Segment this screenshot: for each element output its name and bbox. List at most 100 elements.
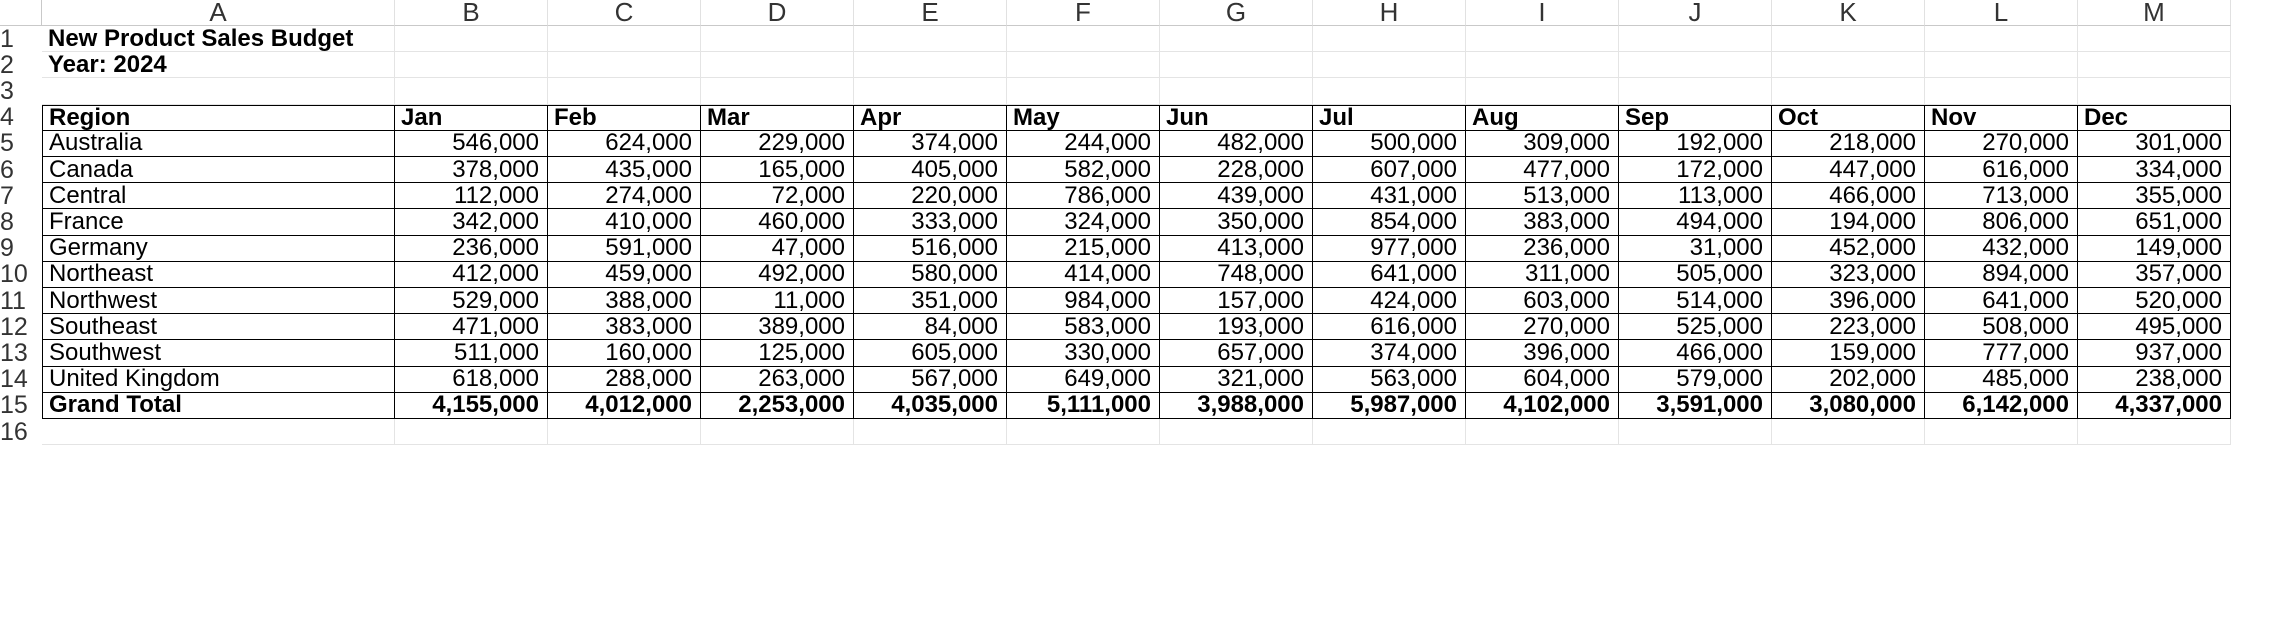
grand-total-cell[interactable]: 3,591,000 bbox=[1619, 392, 1772, 419]
value-cell[interactable]: 579,000 bbox=[1619, 366, 1772, 393]
value-cell[interactable]: 616,000 bbox=[1925, 157, 2078, 184]
cell[interactable] bbox=[1313, 52, 1466, 79]
cell[interactable] bbox=[854, 78, 1007, 105]
value-cell[interactable]: 494,000 bbox=[1619, 209, 1772, 236]
region-cell[interactable]: Central bbox=[42, 183, 395, 210]
value-cell[interactable]: 383,000 bbox=[1466, 209, 1619, 236]
cell[interactable] bbox=[395, 419, 548, 446]
cell[interactable] bbox=[1007, 78, 1160, 105]
value-cell[interactable]: 324,000 bbox=[1007, 209, 1160, 236]
value-cell[interactable]: 236,000 bbox=[1466, 235, 1619, 262]
value-cell[interactable]: 172,000 bbox=[1619, 157, 1772, 184]
cell[interactable] bbox=[1772, 78, 1925, 105]
grand-total-cell[interactable]: 4,337,000 bbox=[2078, 392, 2231, 419]
grand-total-cell[interactable]: 4,102,000 bbox=[1466, 392, 1619, 419]
value-cell[interactable]: 894,000 bbox=[1925, 261, 2078, 288]
value-cell[interactable]: 492,000 bbox=[701, 261, 854, 288]
region-cell[interactable]: Southeast bbox=[42, 314, 395, 341]
value-cell[interactable]: 113,000 bbox=[1619, 183, 1772, 210]
value-cell[interactable]: 220,000 bbox=[854, 183, 1007, 210]
cell[interactable] bbox=[1925, 78, 2078, 105]
value-cell[interactable]: 112,000 bbox=[395, 183, 548, 210]
table-header-cell[interactable]: Jul bbox=[1313, 104, 1466, 131]
column-header-f[interactable]: F bbox=[1007, 0, 1160, 26]
value-cell[interactable]: 460,000 bbox=[701, 209, 854, 236]
cell[interactable] bbox=[1772, 419, 1925, 446]
value-cell[interactable]: 323,000 bbox=[1772, 261, 1925, 288]
value-cell[interactable]: 431,000 bbox=[1313, 183, 1466, 210]
value-cell[interactable]: 641,000 bbox=[1313, 261, 1466, 288]
cell[interactable] bbox=[548, 52, 701, 79]
region-cell[interactable]: Canada bbox=[42, 157, 395, 184]
value-cell[interactable]: 580,000 bbox=[854, 261, 1007, 288]
value-cell[interactable]: 649,000 bbox=[1007, 366, 1160, 393]
value-cell[interactable]: 508,000 bbox=[1925, 314, 2078, 341]
table-header-cell[interactable]: Feb bbox=[548, 104, 701, 131]
cell[interactable] bbox=[1619, 419, 1772, 446]
row-number[interactable]: 7 bbox=[0, 183, 14, 210]
grand-total-cell[interactable]: 4,035,000 bbox=[854, 392, 1007, 419]
region-cell[interactable]: France bbox=[42, 209, 395, 236]
value-cell[interactable]: 500,000 bbox=[1313, 130, 1466, 157]
value-cell[interactable]: 505,000 bbox=[1619, 261, 1772, 288]
value-cell[interactable]: 485,000 bbox=[1925, 366, 2078, 393]
column-header-d[interactable]: D bbox=[701, 0, 854, 26]
value-cell[interactable]: 937,000 bbox=[2078, 340, 2231, 367]
cell[interactable] bbox=[1160, 26, 1313, 53]
value-cell[interactable]: 321,000 bbox=[1160, 366, 1313, 393]
cell[interactable] bbox=[1313, 78, 1466, 105]
column-header-h[interactable]: H bbox=[1313, 0, 1466, 26]
value-cell[interactable]: 311,000 bbox=[1466, 261, 1619, 288]
table-header-cell[interactable]: Region bbox=[42, 104, 395, 131]
table-header-cell[interactable]: Oct bbox=[1772, 104, 1925, 131]
cell[interactable] bbox=[1160, 52, 1313, 79]
value-cell[interactable]: 330,000 bbox=[1007, 340, 1160, 367]
grand-total-cell[interactable]: 3,080,000 bbox=[1772, 392, 1925, 419]
cell[interactable] bbox=[395, 26, 548, 53]
value-cell[interactable]: 383,000 bbox=[548, 314, 701, 341]
value-cell[interactable]: 160,000 bbox=[548, 340, 701, 367]
table-header-cell[interactable]: Nov bbox=[1925, 104, 2078, 131]
table-header-cell[interactable]: May bbox=[1007, 104, 1160, 131]
value-cell[interactable]: 125,000 bbox=[701, 340, 854, 367]
value-cell[interactable]: 607,000 bbox=[1313, 157, 1466, 184]
value-cell[interactable]: 333,000 bbox=[854, 209, 1007, 236]
value-cell[interactable]: 396,000 bbox=[1466, 340, 1619, 367]
table-header-cell[interactable]: Sep bbox=[1619, 104, 1772, 131]
value-cell[interactable]: 713,000 bbox=[1925, 183, 2078, 210]
value-cell[interactable]: 777,000 bbox=[1925, 340, 2078, 367]
value-cell[interactable]: 563,000 bbox=[1313, 366, 1466, 393]
value-cell[interactable]: 452,000 bbox=[1772, 235, 1925, 262]
value-cell[interactable]: 412,000 bbox=[395, 261, 548, 288]
cell[interactable] bbox=[1619, 26, 1772, 53]
value-cell[interactable]: 270,000 bbox=[1466, 314, 1619, 341]
column-header-l[interactable]: L bbox=[1925, 0, 2078, 26]
value-cell[interactable]: 374,000 bbox=[1313, 340, 1466, 367]
value-cell[interactable]: 149,000 bbox=[2078, 235, 2231, 262]
cell[interactable] bbox=[1313, 419, 1466, 446]
row-number[interactable]: 2 bbox=[0, 52, 14, 79]
column-header-c[interactable]: C bbox=[548, 0, 701, 26]
value-cell[interactable]: 511,000 bbox=[395, 340, 548, 367]
value-cell[interactable]: 514,000 bbox=[1619, 288, 1772, 315]
value-cell[interactable]: 228,000 bbox=[1160, 157, 1313, 184]
value-cell[interactable]: 529,000 bbox=[395, 288, 548, 315]
cell[interactable] bbox=[1772, 26, 1925, 53]
grand-total-cell[interactable]: 2,253,000 bbox=[701, 392, 854, 419]
cell[interactable] bbox=[1007, 52, 1160, 79]
column-header-k[interactable]: K bbox=[1772, 0, 1925, 26]
region-cell[interactable]: Germany bbox=[42, 235, 395, 262]
row-number[interactable]: 4 bbox=[0, 104, 14, 131]
table-header-cell[interactable]: Apr bbox=[854, 104, 1007, 131]
value-cell[interactable]: 748,000 bbox=[1160, 261, 1313, 288]
cell[interactable] bbox=[1925, 419, 2078, 446]
value-cell[interactable]: 786,000 bbox=[1007, 183, 1160, 210]
grand-total-label[interactable]: Grand Total bbox=[42, 392, 395, 419]
value-cell[interactable]: 193,000 bbox=[1160, 314, 1313, 341]
row-number[interactable]: 14 bbox=[0, 366, 28, 393]
cell[interactable] bbox=[701, 26, 854, 53]
value-cell[interactable]: 192,000 bbox=[1619, 130, 1772, 157]
value-cell[interactable]: 641,000 bbox=[1925, 288, 2078, 315]
cell[interactable] bbox=[2078, 52, 2231, 79]
table-header-cell[interactable]: Jan bbox=[395, 104, 548, 131]
